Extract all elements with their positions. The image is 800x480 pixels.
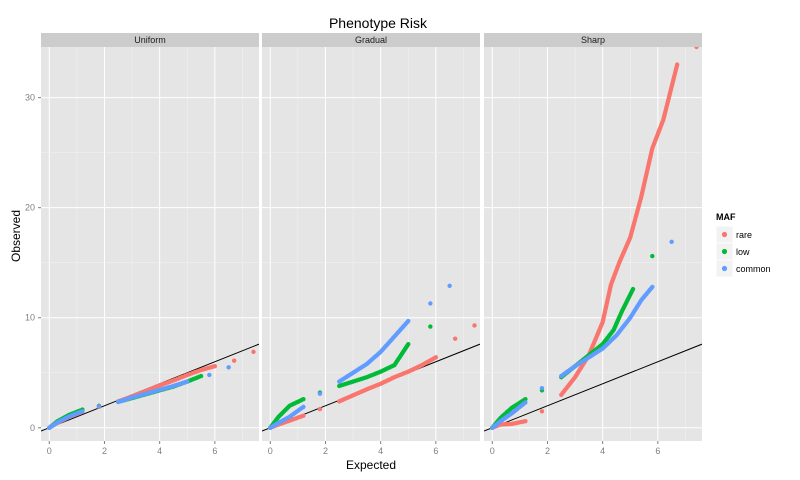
point-rare — [539, 409, 545, 414]
facet-strip-label: Sharp — [581, 35, 605, 45]
point-rare — [317, 406, 323, 412]
x-tick-label: 2 — [545, 446, 550, 456]
point-common — [96, 404, 102, 409]
y-tick-label: 30 — [25, 93, 35, 103]
chart-title: Phenotype Risk — [329, 15, 428, 31]
x-tick-label: 4 — [157, 446, 162, 456]
point-rare — [433, 355, 439, 360]
point-rare — [301, 413, 306, 418]
point-common — [523, 400, 528, 405]
point-low — [301, 396, 306, 402]
legend-label: low — [736, 247, 750, 257]
facet-strip-label: Gradual — [355, 35, 387, 45]
point-low — [428, 324, 433, 329]
panel-gradual: Gradual 0 2 4 6 — [262, 33, 480, 456]
y-axis: 0 10 20 30 — [25, 93, 41, 433]
legend-item-low: low — [715, 242, 750, 261]
facet-strip-label: Uniform — [134, 35, 166, 45]
x-tick-label: 4 — [600, 446, 605, 456]
x-tick-label: 0 — [490, 446, 495, 456]
point-common — [650, 284, 655, 290]
point-rare — [694, 47, 699, 50]
x-tick-label: 4 — [378, 446, 383, 456]
reference-line — [484, 343, 702, 432]
point-rare — [251, 349, 256, 355]
point-low — [630, 286, 636, 292]
x-tick-label: 2 — [323, 446, 328, 456]
point-low — [198, 373, 204, 379]
series-common — [268, 283, 452, 430]
point-common — [447, 283, 452, 289]
legend-swatch-common — [721, 265, 728, 272]
y-tick-label: 0 — [30, 423, 35, 433]
x-tick-label: 6 — [212, 446, 217, 456]
point-common — [428, 301, 433, 306]
point-rare — [674, 62, 680, 67]
legend-title: MAF — [716, 212, 736, 222]
point-rare — [452, 336, 458, 341]
x-tick-label: 2 — [102, 446, 107, 456]
legend-swatch-low — [721, 248, 728, 255]
facet-panels: Uniform 0 2 4 6 Gradual 0 2 4 6 Sharp 0 2 4 6 — [41, 33, 702, 456]
facet-strip — [262, 33, 480, 47]
point-rare — [212, 363, 218, 369]
panel-background — [262, 47, 480, 441]
legend-swatch-rare — [721, 231, 728, 238]
point-low — [406, 341, 411, 347]
point-common — [539, 385, 545, 391]
panel-background — [41, 47, 259, 441]
facet-strip — [41, 33, 259, 47]
legend-label: common — [736, 264, 771, 274]
point-low — [650, 253, 655, 259]
panel-uniform: Uniform 0 2 4 6 — [41, 33, 259, 456]
legend-label: rare — [736, 230, 752, 240]
legend: MAF rare low common — [715, 212, 771, 278]
y-tick-label: 20 — [25, 203, 35, 213]
facet-strip — [484, 33, 702, 47]
point-common — [406, 318, 411, 324]
point-common — [185, 379, 190, 384]
point-common — [207, 372, 212, 378]
x-axis-title: Expected — [346, 458, 396, 472]
y-axis-title: Observed — [9, 210, 23, 262]
series-common — [47, 365, 231, 430]
x-tick-label: 6 — [433, 446, 438, 456]
x-tick-label: 0 — [268, 446, 273, 456]
point-rare — [472, 323, 477, 328]
panel-background — [484, 47, 702, 441]
point-rare — [523, 418, 528, 424]
point-rare — [231, 358, 237, 363]
point-common — [317, 391, 323, 396]
x-tick-label: 6 — [655, 446, 660, 456]
point-common — [80, 409, 85, 414]
point-common — [226, 365, 231, 370]
point-low — [523, 396, 528, 402]
point-common — [301, 404, 306, 410]
point-common — [669, 239, 674, 244]
series-common — [490, 239, 674, 430]
y-tick-label: 10 — [25, 313, 35, 323]
x-tick-label: 0 — [47, 446, 52, 456]
legend-item-rare: rare — [715, 225, 752, 244]
panel-sharp: Sharp 0 2 4 6 — [484, 33, 702, 456]
legend-item-common: common — [715, 259, 771, 278]
